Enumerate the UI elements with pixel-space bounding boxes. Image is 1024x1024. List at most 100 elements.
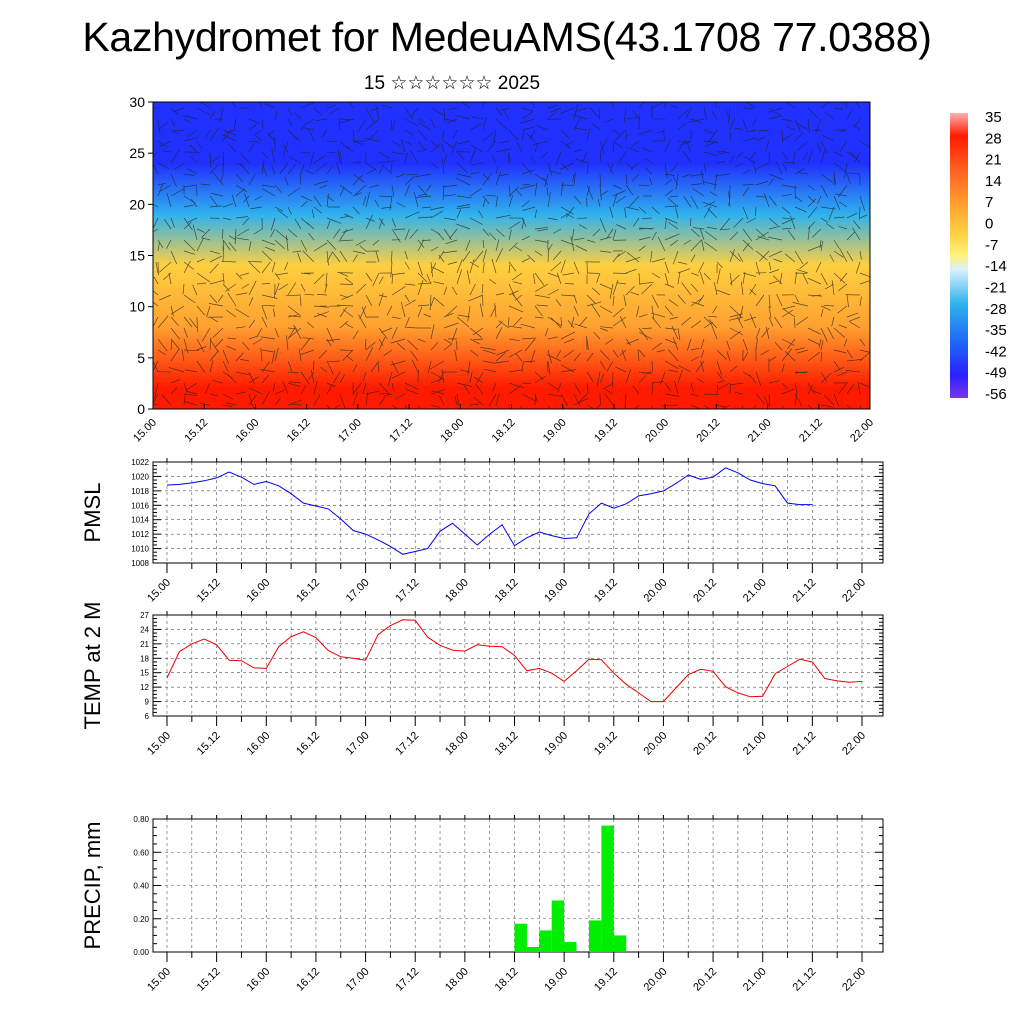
wind-vector xyxy=(200,183,211,186)
wind-vector xyxy=(625,256,641,263)
xtick-label: 20.00 xyxy=(642,730,670,758)
ytick-label: 0.80 xyxy=(133,815,149,824)
wind-vector xyxy=(846,404,853,409)
wind-vector xyxy=(378,163,385,175)
wind-vector xyxy=(495,195,498,208)
wind-vector xyxy=(664,218,667,230)
wind-vector xyxy=(833,360,841,371)
wind-vector xyxy=(519,404,523,409)
wind-vector xyxy=(339,215,350,219)
wind-vector xyxy=(835,193,848,197)
wind-vector xyxy=(564,283,575,285)
wind-vector xyxy=(326,382,336,387)
wind-vector xyxy=(690,272,699,276)
wind-vector xyxy=(573,149,582,153)
wind-vector xyxy=(264,246,276,252)
wind-vector xyxy=(261,239,276,246)
wind-vector xyxy=(325,338,341,342)
wind-vector xyxy=(749,289,757,296)
wind-vector xyxy=(495,248,504,263)
wind-vector xyxy=(763,193,770,208)
wind-vector xyxy=(664,233,680,241)
heat-xtick-label: 20.00 xyxy=(643,417,671,445)
wind-vector xyxy=(656,349,666,353)
wind-vector xyxy=(313,180,329,186)
wind-vector xyxy=(768,236,783,241)
colorbar-label: -56 xyxy=(985,386,1007,403)
wind-vector xyxy=(859,272,870,278)
wind-vector xyxy=(651,382,654,395)
wind-vector xyxy=(819,239,822,249)
wind-vector xyxy=(235,292,248,296)
wind-vector xyxy=(417,261,423,276)
wind-vector xyxy=(512,316,523,327)
wind-vector xyxy=(378,294,388,298)
wind-vector xyxy=(630,162,640,170)
wind-vector xyxy=(458,140,471,145)
wind-vector xyxy=(209,316,219,323)
wind-vector xyxy=(846,110,852,120)
precip-bar xyxy=(526,947,540,952)
wind-vector xyxy=(612,129,621,136)
wind-vector xyxy=(547,272,560,278)
wind-vector xyxy=(570,236,575,252)
wind-vector xyxy=(389,195,393,211)
wind-vector xyxy=(844,162,848,179)
wind-vector xyxy=(521,200,530,208)
wind-vector xyxy=(677,327,681,341)
wind-vector xyxy=(508,242,518,252)
wind-vector xyxy=(599,373,605,384)
wind-vector xyxy=(534,239,549,243)
wind-vector xyxy=(469,371,473,384)
wind-vector xyxy=(391,404,399,409)
wind-vector xyxy=(321,129,328,139)
wind-vector xyxy=(714,102,718,109)
wind-vector xyxy=(365,168,377,175)
wind-vector xyxy=(173,162,185,171)
xtick-label: 15.00 xyxy=(145,577,173,605)
wind-vector xyxy=(494,303,497,318)
wind-vector xyxy=(540,151,549,159)
wind-vector xyxy=(519,118,536,124)
wind-vector xyxy=(859,382,870,388)
wind-vector xyxy=(826,223,835,230)
wind-vector xyxy=(547,104,559,109)
wind-vector xyxy=(547,288,559,296)
wind-vector xyxy=(394,393,406,400)
wind-vector xyxy=(222,217,232,221)
wind-vector xyxy=(729,330,741,340)
wind-vector xyxy=(621,349,627,362)
wind-vector xyxy=(235,184,248,193)
wind-vector xyxy=(553,228,562,234)
wind-vector xyxy=(242,217,250,226)
colorbar-label: 0 xyxy=(985,216,993,233)
wind-vector xyxy=(469,259,475,274)
heat-field xyxy=(153,102,870,409)
wind-vector xyxy=(664,162,668,179)
wind-vector xyxy=(482,199,486,208)
wind-vector xyxy=(599,190,609,197)
wind-vector xyxy=(409,149,419,164)
wind-vector xyxy=(573,237,585,241)
wind-vector xyxy=(495,393,500,406)
wind-vector xyxy=(298,348,302,362)
wind-vector xyxy=(547,162,553,176)
wind-vector xyxy=(820,305,831,311)
wind-vector xyxy=(527,254,536,263)
wind-vector xyxy=(367,129,380,141)
wind-vector xyxy=(586,352,594,362)
wind-vector xyxy=(716,404,726,408)
wind-vector xyxy=(326,250,329,266)
wind-vector xyxy=(556,349,562,358)
wind-vector xyxy=(468,294,484,302)
wind-vector xyxy=(555,299,562,307)
wind-vector xyxy=(615,366,627,373)
wind-vector xyxy=(859,214,868,219)
wind-vector xyxy=(625,268,637,274)
wind-vector xyxy=(313,242,328,252)
wind-vector xyxy=(755,231,769,241)
xtick-label: 20.12 xyxy=(691,966,719,994)
wind-vector xyxy=(294,112,302,120)
wind-vector xyxy=(859,250,862,260)
